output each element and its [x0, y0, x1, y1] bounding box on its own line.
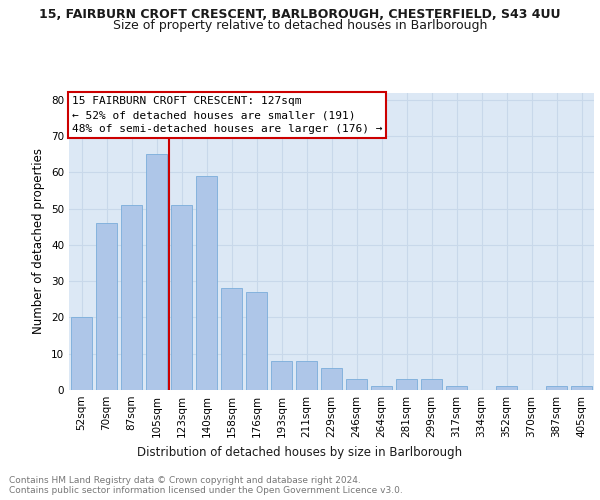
Bar — [196, 176, 217, 390]
Bar — [321, 368, 342, 390]
Bar — [96, 223, 117, 390]
Bar — [546, 386, 567, 390]
Y-axis label: Number of detached properties: Number of detached properties — [32, 148, 46, 334]
Bar — [246, 292, 267, 390]
Bar — [571, 386, 592, 390]
Bar — [221, 288, 242, 390]
Bar — [171, 205, 192, 390]
Text: 15 FAIRBURN CROFT CRESCENT: 127sqm
← 52% of detached houses are smaller (191)
48: 15 FAIRBURN CROFT CRESCENT: 127sqm ← 52%… — [71, 96, 382, 134]
Text: Distribution of detached houses by size in Barlborough: Distribution of detached houses by size … — [137, 446, 463, 459]
Bar — [271, 361, 292, 390]
Text: Size of property relative to detached houses in Barlborough: Size of property relative to detached ho… — [113, 18, 487, 32]
Bar — [121, 205, 142, 390]
Bar — [446, 386, 467, 390]
Bar — [346, 379, 367, 390]
Bar — [421, 379, 442, 390]
Text: Contains HM Land Registry data © Crown copyright and database right 2024.
Contai: Contains HM Land Registry data © Crown c… — [9, 476, 403, 496]
Text: 15, FAIRBURN CROFT CRESCENT, BARLBOROUGH, CHESTERFIELD, S43 4UU: 15, FAIRBURN CROFT CRESCENT, BARLBOROUGH… — [39, 8, 561, 20]
Bar — [396, 379, 417, 390]
Bar — [296, 361, 317, 390]
Bar — [71, 318, 92, 390]
Bar — [146, 154, 167, 390]
Bar — [371, 386, 392, 390]
Bar — [496, 386, 517, 390]
